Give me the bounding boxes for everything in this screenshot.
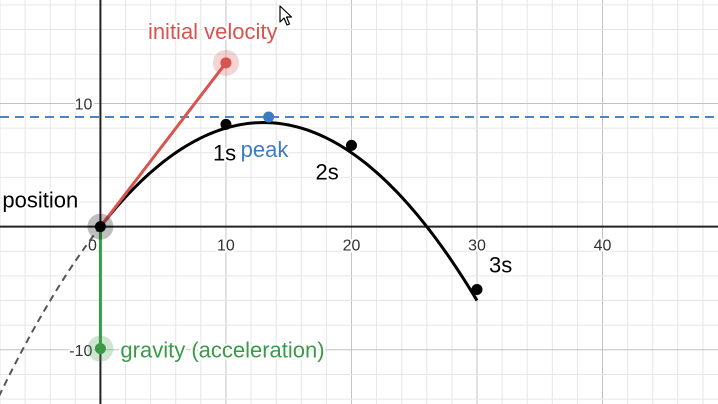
- points: [87, 49, 483, 362]
- point-1s: [220, 118, 232, 130]
- point-label-position: position: [2, 188, 78, 213]
- point-3s: [471, 283, 483, 295]
- point-2s: [345, 139, 357, 151]
- point-label-3s: 3s: [489, 252, 512, 277]
- y-tick-label: 10: [75, 96, 93, 113]
- x-tick-label: 10: [217, 238, 235, 255]
- trajectory-curve: [99, 121, 479, 302]
- x-tick-label: 40: [594, 238, 612, 255]
- point-label-1s: 1s: [213, 140, 236, 165]
- point-peak: [263, 111, 275, 123]
- trajectory-extension: [0, 226, 102, 397]
- trajectory: [0, 61, 718, 397]
- point-labels: 1s 2s 3s peak position initial velocity gravit…: [0, 17, 514, 365]
- point-initial-velocity: [220, 57, 232, 69]
- initial-velocity-vector: [99, 61, 228, 228]
- y-tick-label: -10: [69, 343, 92, 360]
- point-label-2s: 2s: [315, 159, 338, 184]
- point-label-peak: peak: [241, 137, 290, 162]
- point-position: [94, 221, 106, 233]
- point-label-initial-velocity: initial velocity: [148, 19, 278, 44]
- mouse-cursor-icon: [279, 5, 293, 26]
- x-tick-label: 20: [343, 238, 361, 255]
- point-gravity-acceleration: [94, 343, 106, 355]
- point-label-gravity-acceleration: gravity (acceleration): [120, 338, 324, 363]
- x-tick-label: 30: [468, 238, 486, 255]
